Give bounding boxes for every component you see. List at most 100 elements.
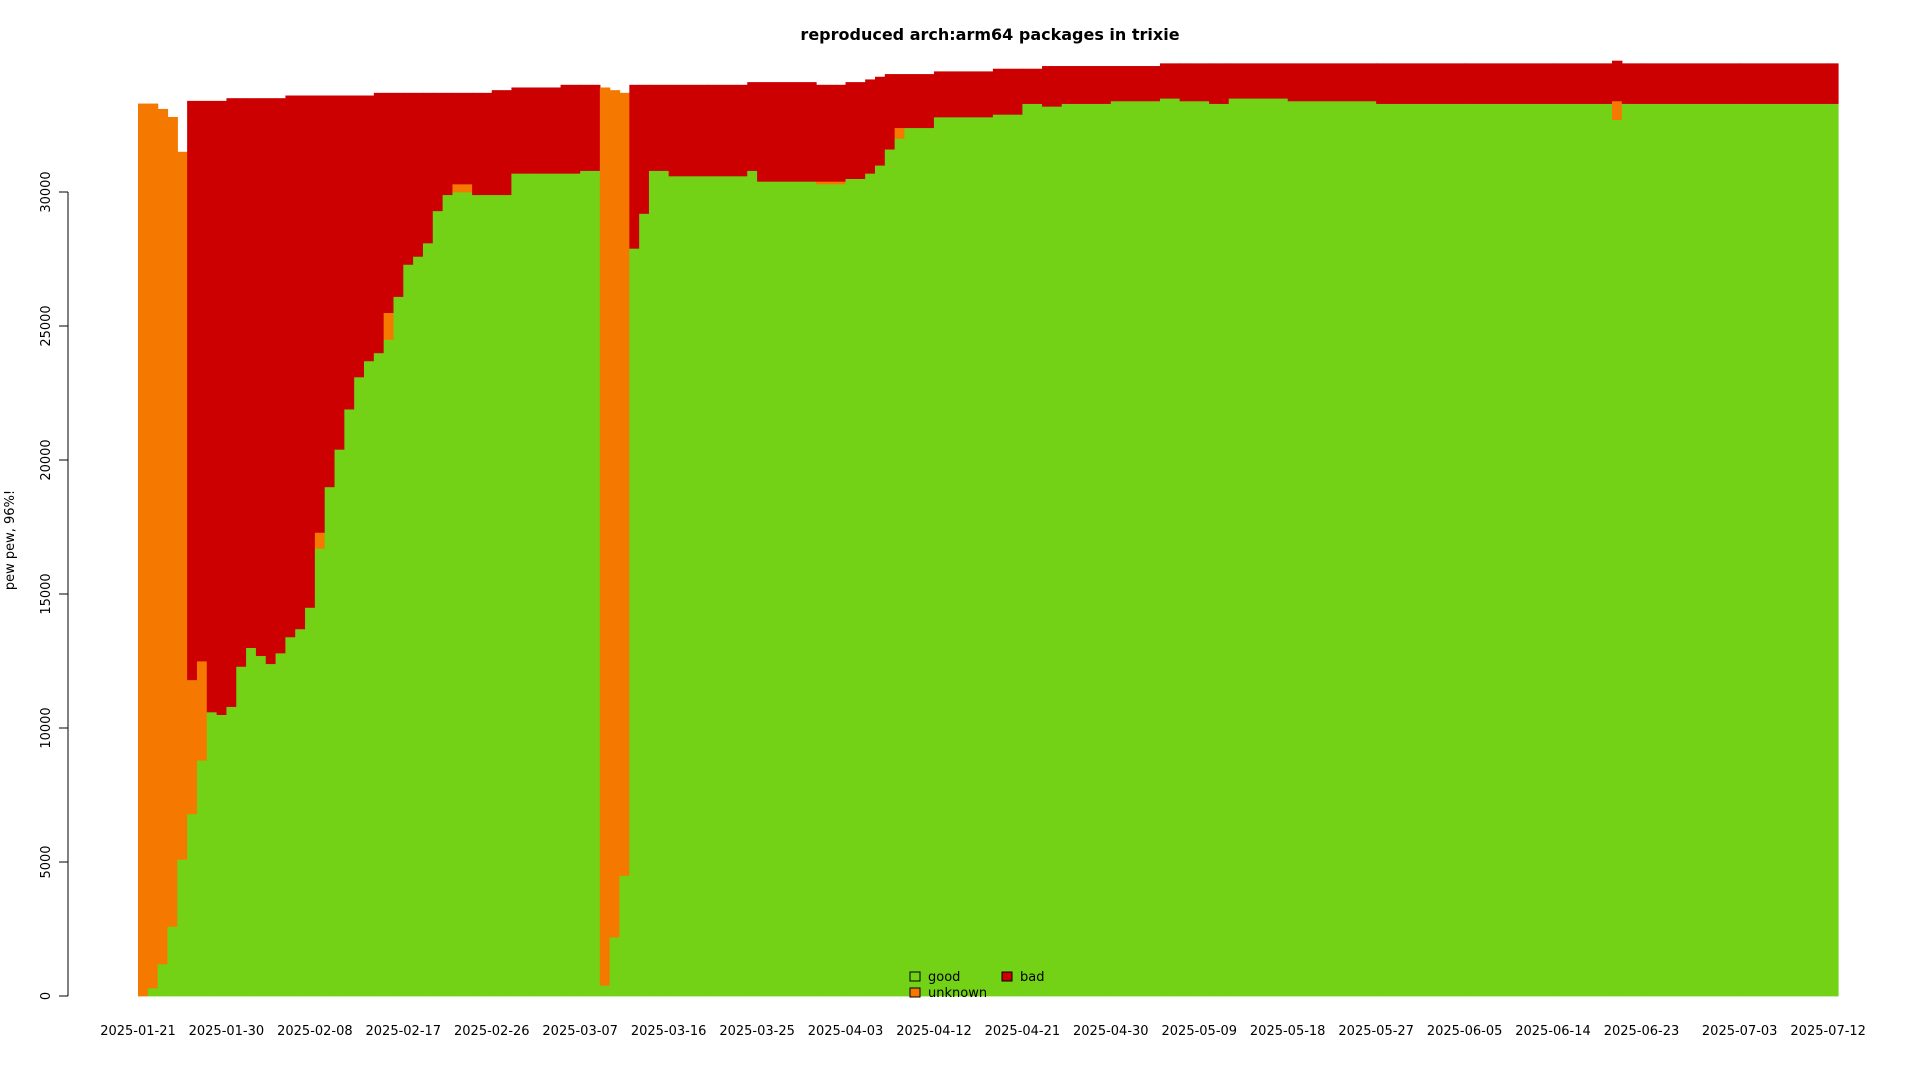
bar-good-2025-03-13	[639, 213, 650, 997]
bar-bad-2025-05-12	[1228, 63, 1289, 99]
bar-good-2025-02-19	[422, 242, 434, 997]
bar-good-2025-03-10	[609, 937, 621, 997]
bar-good-2025-03-14	[648, 170, 670, 997]
bar-good-2025-04-08	[894, 138, 906, 997]
bar-good-2025-02-14	[373, 352, 385, 997]
bar-bad-2025-02-11	[344, 95, 355, 410]
bar-good-2025-03-16	[668, 175, 709, 997]
bar-bad-2025-02-16	[393, 92, 404, 297]
bar-bad-2025-03-02	[531, 87, 562, 174]
bar-unknown-2025-03-11	[619, 92, 630, 876]
bar-bad-2025-02-18	[413, 92, 424, 257]
bar-good-2025-03-09	[599, 985, 611, 997]
x-tick-label: 2025-02-17	[366, 1024, 442, 1039]
bar-bad-2025-04-06	[874, 76, 886, 166]
x-tick-label: 2025-01-21	[100, 1024, 176, 1039]
bar-bad-2025-02-15	[383, 92, 395, 313]
chart-title: reproduced arch:arm64 packages in trixie	[800, 25, 1179, 44]
bar-good-2025-02-26	[491, 194, 513, 997]
bar-good-2025-01-26	[187, 813, 198, 997]
bar-bad-2025-02-17	[403, 92, 414, 265]
bar-good-2025-06-20	[1611, 119, 1623, 997]
bar-good-2025-06-23	[1641, 103, 1741, 997]
bar-good-2025-03-24	[747, 170, 758, 997]
y-axis-label: pew pew, 96%!	[3, 490, 18, 590]
legend-label-unknown: unknown	[928, 986, 987, 1001]
bar-bad-2025-02-21	[442, 92, 454, 196]
x-tick-label: 2025-03-25	[719, 1024, 795, 1039]
bar-bad-2025-06-14	[1553, 63, 1613, 104]
x-tick-label: 2025-04-03	[808, 1024, 884, 1039]
bar-unknown-2025-06-20	[1611, 100, 1623, 121]
bar-bad-2025-01-28	[206, 100, 218, 713]
bar-bad-2025-03-24	[747, 82, 758, 171]
bar-bad-2025-04-18	[992, 68, 1023, 115]
bar-unknown-2025-04-08	[894, 127, 906, 139]
bar-bad-2025-04-07	[884, 74, 896, 150]
bar-good-2025-02-20	[432, 210, 444, 997]
bar-good-2025-03-07	[580, 170, 601, 997]
bar-good-2025-03-27	[776, 181, 817, 997]
bar-bad-2025-02-12	[354, 95, 365, 378]
bar-good-2025-04-03	[845, 178, 866, 997]
bar-good-2025-06-22	[1631, 103, 1643, 997]
bar-bad-2025-04-10	[914, 74, 935, 129]
legend-swatch-good	[909, 971, 921, 982]
x-tick-label: 2025-02-08	[277, 1024, 353, 1039]
bar-good-2025-04-10	[914, 127, 935, 997]
x-tick-label: 2025-03-07	[542, 1024, 618, 1039]
bar-bad-2025-04-12	[933, 71, 974, 118]
bar-bad-2025-07-03	[1739, 63, 1829, 104]
bar-good-2025-01-24	[167, 926, 178, 997]
bar-bad-2025-02-05	[285, 95, 296, 638]
bar-bad-2025-06-22	[1631, 63, 1643, 104]
bar-good-2025-01-22	[147, 987, 159, 997]
bar-bad-2025-02-08	[314, 95, 326, 533]
bar-bad-2025-04-16	[973, 71, 994, 118]
bar-bad-2025-04-08	[894, 74, 906, 129]
bar-unknown-2025-01-21	[138, 103, 149, 997]
bar-bad-2025-05-08	[1189, 63, 1210, 102]
bar-good-2025-05-08	[1189, 100, 1210, 997]
bar-bad-2025-06-20	[1611, 60, 1623, 102]
bar-bad-2025-02-06	[295, 95, 306, 630]
bar-bad-2025-01-27	[196, 100, 208, 662]
bar-good-2025-02-13	[364, 360, 375, 997]
x-tick-label: 2025-05-09	[1162, 1024, 1238, 1039]
bar-good-2025-03-25	[757, 181, 778, 997]
bar-bad-2025-04-09	[904, 74, 915, 129]
bar-good-2025-02-05	[285, 636, 296, 997]
bar-good-2025-02-08	[314, 548, 326, 997]
bar-good-2025-01-27	[196, 760, 208, 997]
bar-good-2025-03-02	[531, 173, 562, 997]
bar-good-2025-02-22	[452, 192, 473, 997]
legend-swatch-unknown	[909, 987, 921, 998]
bar-unknown-2025-01-22	[147, 103, 159, 989]
bar-bad-2025-02-28	[511, 87, 532, 174]
bar-bad-2025-06-21	[1621, 63, 1633, 104]
bar-bad-2025-02-01	[246, 98, 257, 648]
bar-good-2025-02-03	[265, 663, 277, 997]
bar-good-2025-05-07	[1179, 100, 1191, 997]
bar-good-2025-02-12	[354, 376, 365, 997]
bar-good-2025-06-14	[1553, 103, 1613, 997]
x-tick-label: 2025-03-16	[631, 1024, 707, 1039]
bar-good-2025-04-21	[1022, 103, 1043, 997]
bar-good-2025-02-21	[442, 194, 454, 997]
bar-good-2025-02-15	[383, 339, 395, 997]
x-tick-label: 2025-07-03	[1702, 1024, 1778, 1039]
bar-good-2025-02-16	[393, 296, 404, 997]
bar-good-2025-01-31	[236, 666, 247, 997]
bar-good-2025-02-24	[472, 194, 493, 997]
bar-bad-2025-02-02	[255, 98, 267, 657]
bar-bad-2025-02-04	[275, 98, 286, 654]
bar-good-2025-04-25	[1061, 103, 1112, 997]
bar-good-2025-07-03	[1739, 103, 1829, 997]
bar-unknown-2025-03-10	[609, 90, 621, 938]
x-axis: 2025-01-21 2025-01-30 2025-02-08 2025-02-17…	[100, 1024, 1866, 1039]
bar-bad-2025-02-20	[432, 92, 444, 212]
y-tick-label: 15000	[39, 573, 54, 614]
bar-good-2025-01-23	[157, 963, 169, 997]
bar-good-2025-01-30	[226, 706, 237, 997]
x-tick-label: 2025-01-30	[189, 1024, 265, 1039]
